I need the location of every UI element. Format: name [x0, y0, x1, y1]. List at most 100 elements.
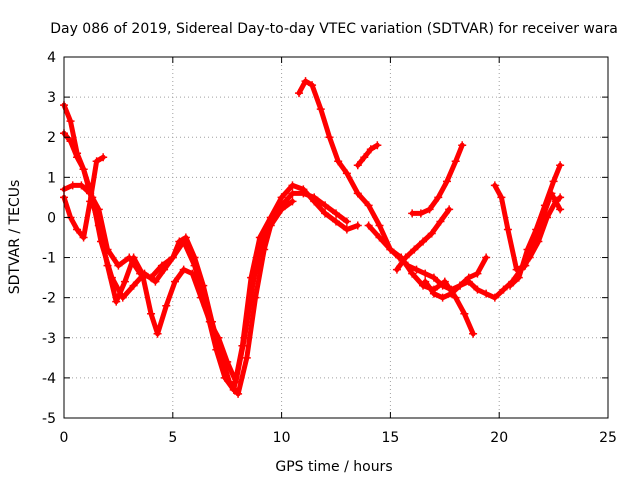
data-point — [316, 105, 325, 114]
y-tick-label: -3 — [42, 331, 56, 347]
data-point — [416, 209, 425, 218]
x-tick-label: 5 — [168, 430, 177, 446]
y-tick-label: 0 — [47, 210, 56, 226]
series-sat-k — [490, 181, 565, 274]
data-point — [92, 157, 101, 166]
data-point — [482, 253, 491, 262]
data-point — [181, 233, 190, 242]
data-point — [386, 245, 395, 254]
data-point — [73, 225, 82, 234]
data-point — [364, 201, 373, 210]
data-point — [205, 317, 214, 326]
data-point — [556, 193, 565, 202]
data-point — [79, 165, 88, 174]
data-point — [360, 153, 369, 162]
data-point — [277, 205, 286, 214]
data-point — [469, 329, 478, 338]
data-point — [334, 157, 343, 166]
data-point — [442, 177, 451, 186]
data-point — [332, 217, 340, 226]
data-point — [151, 277, 160, 286]
data-point — [66, 117, 75, 126]
data-point — [514, 273, 523, 282]
data-point — [79, 233, 88, 242]
data-point — [138, 269, 147, 278]
data-point — [506, 281, 515, 290]
data-point — [458, 141, 467, 150]
data-point — [373, 141, 382, 150]
series-sat-c — [60, 129, 297, 386]
x-tick-label: 15 — [381, 430, 399, 446]
data-point — [451, 157, 460, 166]
data-point — [460, 309, 469, 318]
data-point — [436, 217, 445, 226]
data-point — [231, 377, 240, 386]
data-point — [392, 265, 401, 274]
data-point — [445, 205, 454, 214]
data-point — [490, 293, 499, 302]
data-point — [482, 289, 491, 298]
data-point — [240, 333, 249, 342]
data-point — [403, 261, 412, 270]
data-point — [168, 253, 177, 262]
data-point — [129, 253, 138, 262]
data-point — [197, 293, 206, 302]
series-trace — [366, 223, 489, 293]
data-point — [288, 189, 297, 198]
series-trace — [61, 130, 295, 385]
data-point — [301, 77, 310, 86]
data-point — [249, 277, 258, 286]
y-tick-label: -2 — [42, 291, 56, 307]
data-point — [427, 229, 436, 238]
data-point — [419, 237, 428, 246]
data-point — [321, 201, 330, 210]
data-point — [421, 269, 430, 278]
data-point — [321, 209, 330, 218]
data-point — [497, 193, 506, 202]
data-point — [342, 169, 351, 178]
data-point — [153, 329, 162, 338]
x-tick-label: 0 — [60, 430, 69, 446]
data-point — [375, 221, 384, 230]
data-point — [310, 193, 319, 202]
data-point — [410, 245, 419, 254]
x-tick-label: 20 — [490, 430, 508, 446]
data-point — [308, 81, 317, 90]
x-tick-label: 25 — [599, 430, 617, 446]
data-point — [179, 265, 188, 274]
data-point — [160, 265, 169, 274]
data-point — [412, 265, 421, 274]
chart-title: Day 086 of 2019, Sidereal Day-to-day VTE… — [50, 21, 618, 37]
data-point — [86, 197, 95, 206]
data-point — [68, 181, 77, 190]
data-series — [60, 77, 565, 398]
data-point — [342, 217, 351, 226]
data-point — [277, 193, 286, 202]
data-point — [223, 357, 232, 366]
data-point — [353, 161, 362, 170]
data-point — [447, 289, 456, 298]
data-point — [353, 221, 362, 230]
data-point — [342, 225, 351, 234]
data-point — [190, 253, 199, 262]
data-point — [94, 221, 103, 230]
data-point — [523, 245, 532, 254]
series-sat-i — [392, 205, 454, 274]
data-point — [242, 353, 251, 362]
data-point — [214, 333, 223, 342]
data-point — [421, 277, 430, 286]
data-point — [99, 153, 108, 162]
series-sat-f — [353, 141, 382, 170]
data-point — [464, 277, 473, 286]
grid — [64, 57, 608, 418]
data-point — [199, 281, 208, 290]
data-point — [103, 261, 112, 270]
data-point — [499, 285, 508, 294]
y-tick-label: 3 — [47, 90, 56, 106]
series-sat-a — [60, 181, 362, 394]
y-tick-label: 4 — [47, 50, 56, 66]
data-point — [332, 209, 340, 218]
data-point — [170, 277, 179, 286]
data-point — [425, 205, 434, 214]
data-point — [299, 189, 308, 198]
